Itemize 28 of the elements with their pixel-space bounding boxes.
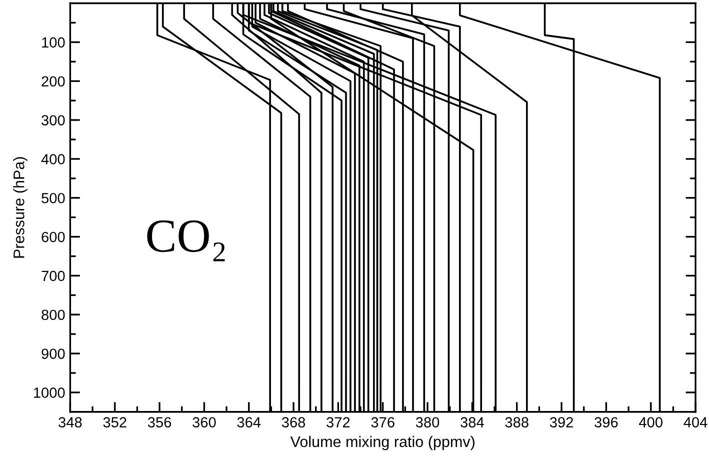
x-tick-label: 360 bbox=[192, 417, 216, 428]
y-tick-label: 700 bbox=[42, 270, 65, 282]
y-tick-label: 1000 bbox=[34, 388, 65, 398]
y-tick-label: 900 bbox=[42, 348, 65, 359]
x-tick-label: 364 bbox=[237, 417, 261, 428]
y-tick-label: 500 bbox=[42, 192, 65, 204]
x-tick-label: 384 bbox=[460, 417, 484, 428]
x-tick-label: 400 bbox=[639, 417, 662, 428]
x-tick-label: 392 bbox=[550, 417, 573, 428]
y-axis-title: Pressure (hPa) bbox=[13, 157, 28, 258]
y-tick-label: 100 bbox=[42, 37, 65, 48]
y-tick-label: 400 bbox=[41, 154, 65, 164]
x-tick-label: 372 bbox=[326, 417, 350, 428]
y-tick-label: 600 bbox=[42, 232, 65, 242]
x-tick-label: 396 bbox=[594, 417, 618, 428]
x-tick-label: 352 bbox=[103, 417, 126, 428]
x-tick-label: 404 bbox=[684, 417, 708, 428]
annotation: CO₂ bbox=[147, 220, 225, 262]
x-tick-label: 368 bbox=[282, 417, 306, 428]
x-axis-title: Volume mixing ratio (ppmv) bbox=[290, 436, 474, 450]
x-tick-label: 388 bbox=[505, 417, 528, 428]
x-tick-label: 356 bbox=[148, 417, 172, 428]
x-tick-label: 380 bbox=[416, 417, 440, 428]
y-tick-label: 800 bbox=[42, 310, 65, 320]
y-tick-label: 200 bbox=[42, 76, 65, 87]
x-tick-label: 348 bbox=[58, 417, 82, 428]
y-tick-label: 300 bbox=[42, 115, 65, 126]
x-tick-label: 376 bbox=[371, 417, 394, 428]
